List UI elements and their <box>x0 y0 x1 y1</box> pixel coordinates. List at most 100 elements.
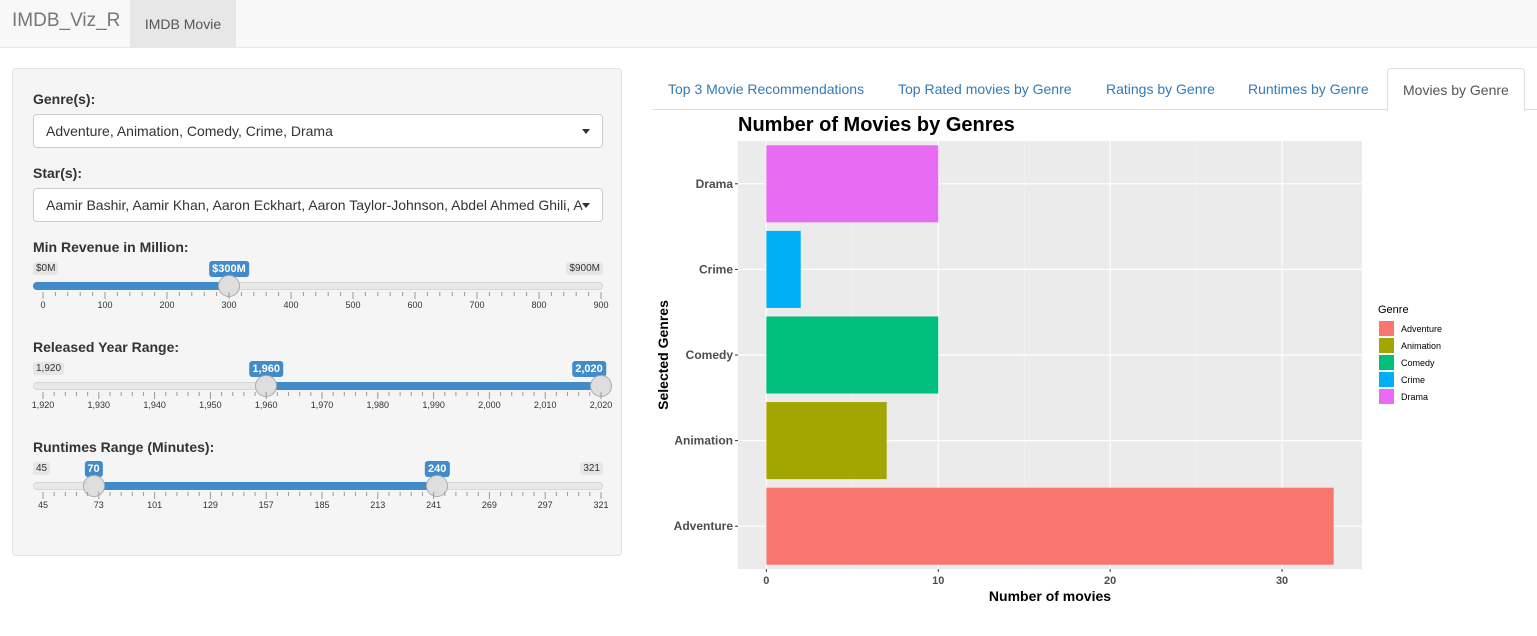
genre-select[interactable]: Adventure, Animation, Comedy, Crime, Dra… <box>33 114 603 148</box>
slider-tick-label: 700 <box>469 300 485 310</box>
slider-tick-label: 2,000 <box>478 400 501 410</box>
slider-fill <box>266 382 601 390</box>
tab-ratings-by-genre[interactable]: Ratings by Genre <box>1106 81 1215 97</box>
slider-tick-label: 269 <box>481 500 497 510</box>
bar-crime <box>766 230 801 308</box>
y-tick-label: Crime <box>699 262 733 276</box>
tab-top-3-recommendations[interactable]: Top 3 Movie Recommendations <box>668 81 865 97</box>
slider-max-label: $900M <box>566 262 603 275</box>
nav-tab-imdb-movie[interactable]: IMDB Movie <box>130 0 236 47</box>
slider-tick-label: 800 <box>531 300 547 310</box>
slider-min-label: 1,920 <box>33 362 65 375</box>
tab-top-rated-by-genre[interactable]: Top Rated movies by Genre <box>898 81 1072 97</box>
slider-tick-label: 1,960 <box>254 400 278 410</box>
x-tick-label: 20 <box>1104 575 1116 587</box>
bar-animation <box>766 402 887 480</box>
slider-tick-label: 1,920 <box>31 400 55 410</box>
stars-select-value: Aamir Bashir, Aamir Khan, Aaron Eckhart,… <box>46 197 583 213</box>
x-tick-label: 0 <box>763 575 769 587</box>
slider-to-handle[interactable] <box>426 475 449 497</box>
y-tick-label: Animation <box>674 434 733 448</box>
movies-by-genre-chart: Number of Movies by Genres Adventure Anim… <box>655 114 1442 604</box>
slider-fill <box>33 282 229 290</box>
slider-tick-label: 500 <box>345 300 361 310</box>
legend-key-comedy <box>1379 355 1394 370</box>
genre-select-value: Adventure, Animation, Comedy, Crime, Dra… <box>46 123 333 139</box>
legend-label: Drama <box>1401 392 1428 402</box>
revenue-label: Min Revenue in Million: <box>33 239 189 255</box>
x-axis-label: Number of movies <box>989 588 1111 604</box>
legend-key-adventure <box>1379 321 1394 336</box>
slider-ticks <box>42 292 602 299</box>
chart-title: Number of Movies by Genres <box>738 114 1015 136</box>
x-tick-label: 10 <box>932 575 944 587</box>
slider-tick-label: 100 <box>97 300 113 310</box>
legend-label: Comedy <box>1401 358 1435 368</box>
slider-from-handle[interactable] <box>82 475 105 497</box>
slider-tick-label: 157 <box>258 500 274 510</box>
legend-label: Animation <box>1401 341 1441 351</box>
slider-tick-label: 0 <box>40 300 46 310</box>
legend-key-crime <box>1379 372 1394 387</box>
slider-tick-label: 73 <box>93 500 104 510</box>
slider-fill <box>93 482 438 490</box>
slider-tick-label: 200 <box>159 300 175 310</box>
slider-tick-label: 400 <box>283 300 299 310</box>
sidebar-panel: Genre(s): Adventure, Animation, Comedy, … <box>12 68 622 556</box>
slider-value-bubble: $300M <box>209 261 249 277</box>
tab-bar: Top 3 Movie Recommendations Top Rated mo… <box>652 68 1537 111</box>
slider-tick-label: 900 <box>593 300 609 310</box>
y-tick-label: Adventure <box>674 519 734 533</box>
bar-adventure <box>766 487 1334 565</box>
slider-ticks <box>42 392 602 399</box>
slider-tick-label: 600 <box>407 300 423 310</box>
slider-tick-label: 101 <box>147 500 163 510</box>
chevron-down-icon[interactable] <box>582 203 590 208</box>
navbar: IMDB_Viz_R IMDB Movie <box>0 0 1537 48</box>
slider-to-bubble: 240 <box>425 461 450 477</box>
slider-tick-label: 1,950 <box>199 400 222 410</box>
bars <box>766 145 1334 565</box>
tab-runtimes-by-genre[interactable]: Runtimes by Genre <box>1248 81 1369 97</box>
slider-to-bubble: 2,020 <box>572 361 606 377</box>
slider-tick-label: 300 <box>221 300 237 310</box>
slider-tick-label: 45 <box>37 500 49 510</box>
slider-tick-label: 213 <box>370 500 386 510</box>
legend-title: Genre <box>1378 304 1409 316</box>
legend-label: Crime <box>1401 375 1425 385</box>
revenue-slider[interactable]: $0M $900M $300M 0 100 200 300 400 500 600 700 800 90… <box>33 261 609 322</box>
year-slider[interactable]: 1,920 1,960 2,020 1,920 1,930 1,940 1,950 1,960… <box>31 361 612 422</box>
genre-label: Genre(s): <box>33 91 96 107</box>
y-tick-label: Comedy <box>686 348 734 362</box>
slider-ticks <box>42 492 602 499</box>
x-tick-label: 30 <box>1276 575 1288 587</box>
slider-tick-label: 297 <box>537 500 553 510</box>
stars-select[interactable]: Aamir Bashir, Aamir Khan, Aaron Eckhart,… <box>33 188 603 222</box>
year-label: Released Year Range: <box>33 339 180 355</box>
slider-tick-label: 1,940 <box>143 400 166 410</box>
slider-tick-label: 1,980 <box>366 400 390 410</box>
slider-tick-label: 1,970 <box>310 400 334 410</box>
legend-key-drama <box>1379 389 1394 404</box>
bar-comedy <box>766 316 939 394</box>
slider-tick-label: 1,990 <box>422 400 445 410</box>
slider-max-label: 321 <box>580 462 603 475</box>
y-tick-label: Drama <box>696 177 734 191</box>
slider-tick-label: 1,930 <box>87 400 111 410</box>
slider-from-bubble: 1,960 <box>249 361 283 377</box>
slider-tick-label: 185 <box>314 500 330 510</box>
slider-tick-label: 2,010 <box>533 400 557 410</box>
slider-min-label: $0M <box>33 262 59 275</box>
slider-tick-label: 129 <box>202 500 218 510</box>
y-axis-label: Selected Genres <box>655 300 671 410</box>
y-axis: Adventure Animation Comedy Crime Drama <box>674 177 738 533</box>
runtime-label: Runtimes Range (Minutes): <box>33 439 215 455</box>
runtime-slider[interactable]: 45 321 70 240 45 73 101 129 157 185 213 241 269 297 32… <box>33 461 609 522</box>
slider-from-bubble: 70 <box>84 461 103 477</box>
tab-movies-by-genre[interactable]: Movies by Genre <box>1387 68 1525 111</box>
slider-min-label: 45 <box>33 462 51 475</box>
legend-label: Adventure <box>1401 324 1442 334</box>
chevron-down-icon[interactable] <box>582 129 590 134</box>
app-brand[interactable]: IMDB_Viz_R <box>12 10 121 31</box>
slider-tick-label: 321 <box>593 500 609 510</box>
